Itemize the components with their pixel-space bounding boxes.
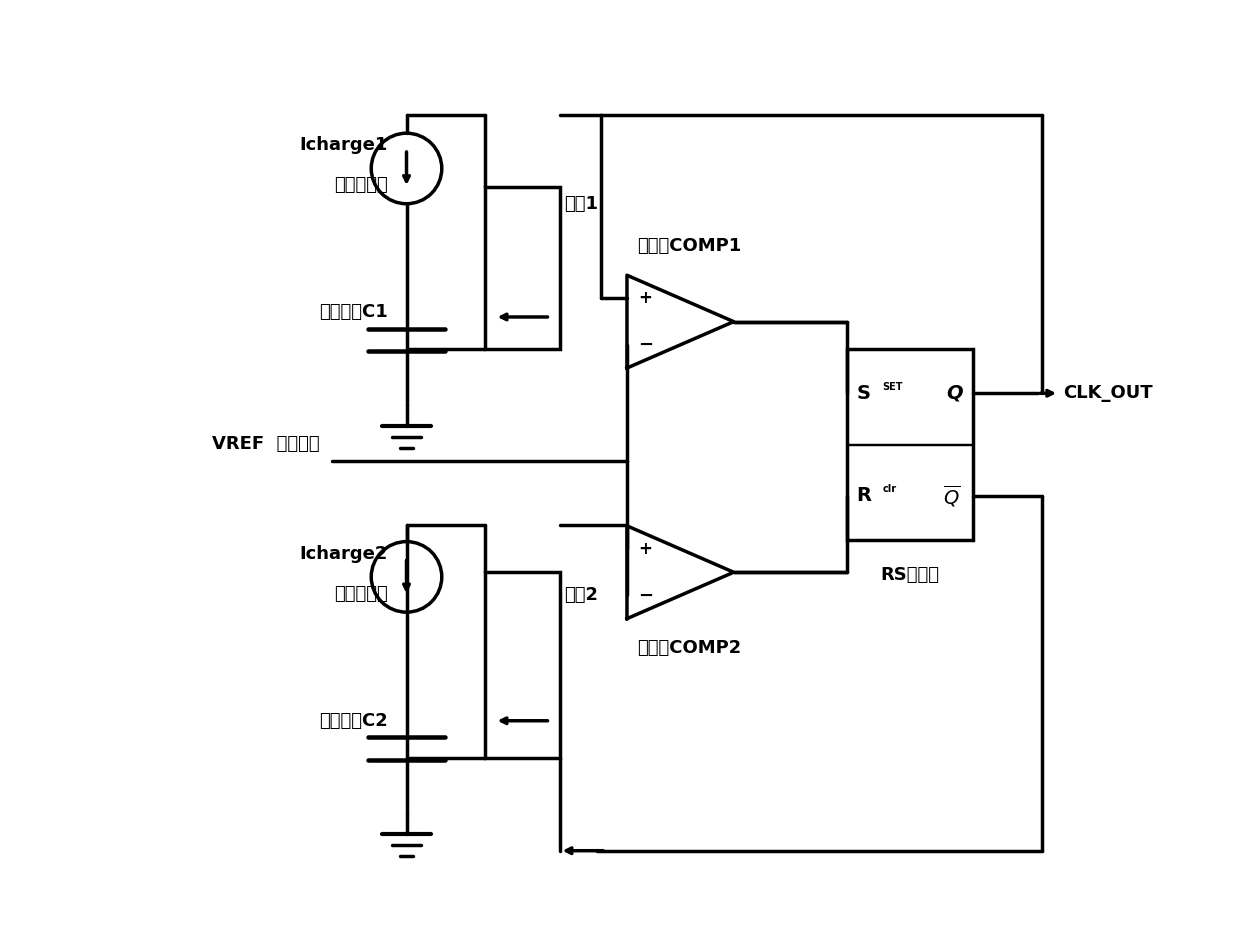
Text: 比较器COMP2: 比较器COMP2: [637, 639, 742, 657]
Text: +: +: [639, 290, 652, 307]
Text: 充电电容C1: 充电电容C1: [319, 304, 388, 321]
Text: Icharge1: Icharge1: [300, 136, 388, 155]
Text: 可调恒流源: 可调恒流源: [335, 585, 388, 602]
Text: +: +: [639, 540, 652, 558]
Text: $\overline{Q}$: $\overline{Q}$: [944, 483, 960, 509]
Text: Q: Q: [946, 384, 963, 403]
Bar: [485, 187, 559, 349]
Text: clr: clr: [883, 484, 897, 494]
Text: CLK_OUT: CLK_OUT: [1063, 385, 1152, 402]
Text: 比较器COMP1: 比较器COMP1: [637, 236, 742, 255]
Text: 可调恒流源: 可调恒流源: [335, 176, 388, 195]
Text: Icharge2: Icharge2: [300, 545, 388, 562]
Text: RS触发器: RS触发器: [880, 566, 940, 584]
Bar: [847, 349, 972, 540]
Bar: [485, 573, 559, 758]
Text: VREF  参考电压: VREF 参考电压: [212, 436, 319, 453]
Text: 开关2: 开关2: [564, 587, 599, 604]
Text: 开关1: 开关1: [564, 195, 599, 213]
Text: −: −: [639, 587, 653, 604]
Text: R: R: [857, 487, 872, 506]
Text: −: −: [639, 336, 653, 354]
Text: 充电电容C2: 充电电容C2: [319, 712, 388, 730]
Text: S: S: [857, 384, 870, 403]
Text: SET: SET: [883, 382, 903, 392]
